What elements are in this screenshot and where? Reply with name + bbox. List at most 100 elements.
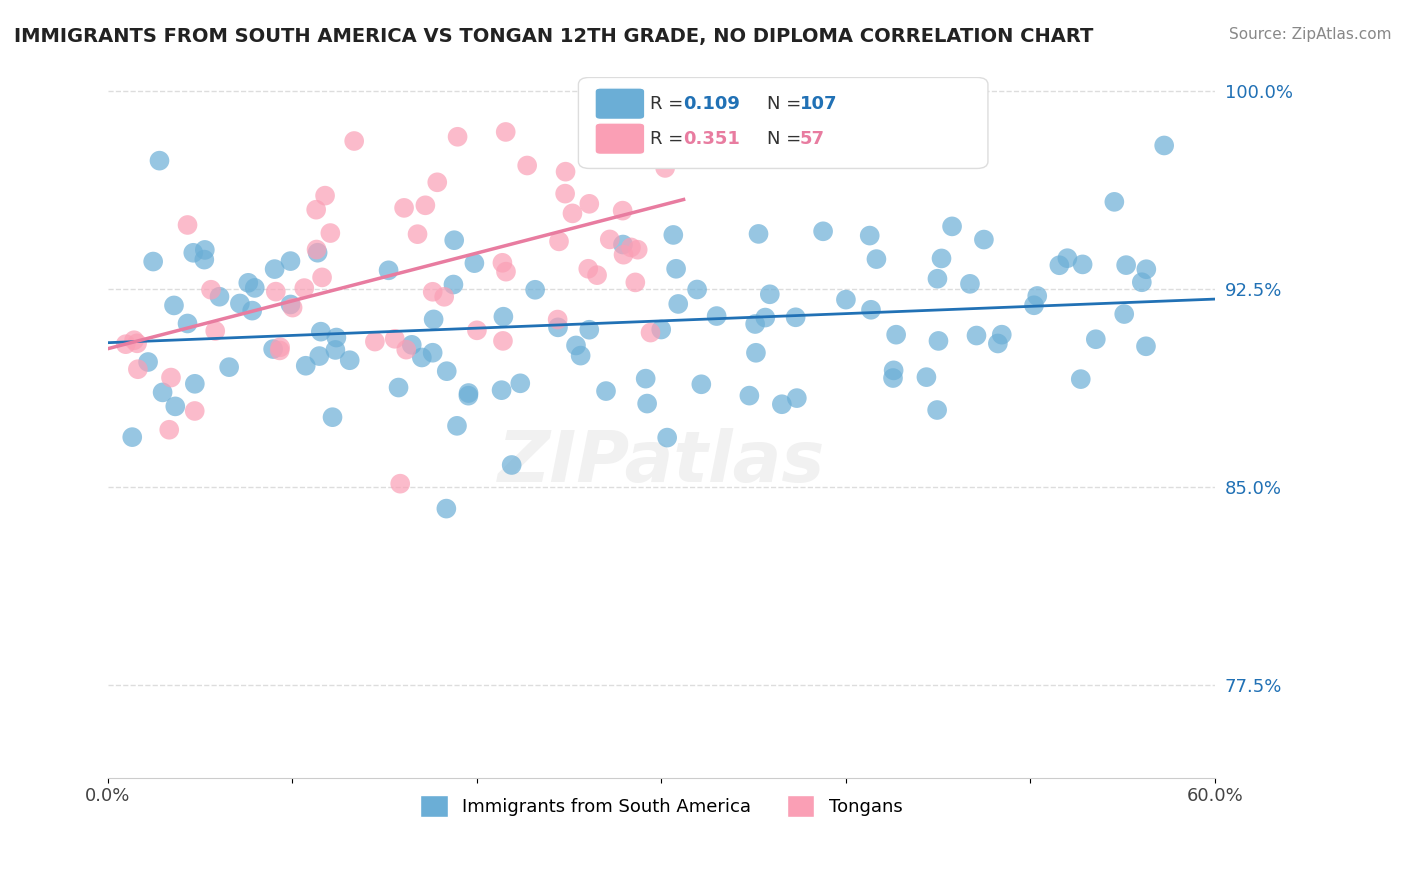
Point	[686, 283, 709, 297]
Point	[307, 245, 329, 260]
Point	[157, 423, 180, 437]
Point	[364, 334, 387, 349]
Point	[463, 256, 485, 270]
Point	[747, 227, 769, 241]
Legend: Immigrants from South America, Tongans: Immigrants from South America, Tongans	[413, 788, 910, 824]
Point	[280, 254, 302, 268]
Text: R =: R =	[651, 95, 689, 113]
Point	[738, 389, 761, 403]
Point	[243, 281, 266, 295]
Point	[434, 501, 457, 516]
Point	[152, 385, 174, 400]
Point	[491, 383, 513, 397]
Point	[406, 227, 429, 242]
Point	[426, 175, 449, 189]
Point	[654, 161, 676, 175]
Text: IMMIGRANTS FROM SOUTH AMERICA VS TONGAN 12TH GRADE, NO DIPLOMA CORRELATION CHART: IMMIGRANTS FROM SOUTH AMERICA VS TONGAN …	[14, 27, 1094, 45]
Point	[314, 188, 336, 202]
Point	[377, 263, 399, 277]
Point	[392, 201, 415, 215]
Point	[325, 330, 347, 344]
Point	[612, 237, 634, 252]
Point	[321, 410, 343, 425]
Point	[436, 364, 458, 378]
Point	[395, 343, 418, 357]
Point	[492, 334, 515, 348]
Point	[706, 309, 728, 323]
Text: 0.109: 0.109	[683, 95, 741, 113]
Point	[561, 206, 583, 220]
Point	[165, 400, 187, 414]
Point	[411, 351, 433, 365]
Point	[1114, 307, 1136, 321]
Point	[1071, 257, 1094, 271]
FancyBboxPatch shape	[595, 88, 645, 120]
Point	[422, 345, 444, 359]
Point	[501, 458, 523, 472]
Point	[915, 370, 938, 384]
Point	[269, 340, 291, 354]
Point	[927, 334, 949, 348]
Point	[744, 317, 766, 331]
Point	[114, 337, 136, 351]
Point	[1115, 258, 1137, 272]
Point	[1135, 339, 1157, 353]
FancyBboxPatch shape	[595, 123, 645, 154]
Point	[636, 396, 658, 410]
Point	[422, 285, 444, 299]
Point	[666, 297, 689, 311]
Point	[160, 370, 183, 384]
Point	[495, 265, 517, 279]
Point	[966, 328, 988, 343]
Point	[384, 332, 406, 346]
Point	[595, 384, 617, 398]
Text: 0.351: 0.351	[683, 130, 741, 148]
Point	[1084, 332, 1107, 346]
Point	[883, 363, 905, 377]
Point	[1153, 138, 1175, 153]
Point	[339, 353, 361, 368]
Point	[422, 312, 444, 326]
Point	[309, 325, 332, 339]
Text: R =: R =	[651, 130, 689, 148]
Point	[229, 296, 252, 310]
Point	[624, 276, 647, 290]
Point	[578, 323, 600, 337]
Point	[865, 252, 887, 266]
Point	[443, 277, 465, 292]
Point	[142, 254, 165, 268]
Point	[184, 376, 207, 391]
Point	[305, 243, 328, 257]
Point	[1026, 289, 1049, 303]
Point	[415, 198, 437, 212]
Point	[641, 149, 664, 163]
Point	[325, 343, 347, 357]
Point	[465, 323, 488, 337]
Point	[662, 227, 685, 242]
Point	[148, 153, 170, 168]
Point	[204, 324, 226, 338]
Point	[620, 240, 643, 254]
Point	[1022, 298, 1045, 312]
Point	[305, 202, 328, 217]
Point	[311, 270, 333, 285]
Point	[263, 262, 285, 277]
Point	[389, 476, 412, 491]
Point	[184, 404, 207, 418]
Point	[516, 159, 538, 173]
Point	[754, 310, 776, 325]
Point	[218, 360, 240, 375]
Point	[193, 252, 215, 267]
Point	[612, 203, 634, 218]
Text: N =: N =	[766, 95, 807, 113]
Point	[627, 243, 650, 257]
Point	[294, 359, 316, 373]
Point	[941, 219, 963, 234]
Point	[194, 243, 217, 257]
Point	[959, 277, 981, 291]
Point	[238, 276, 260, 290]
Point	[612, 248, 634, 262]
Point	[1047, 258, 1070, 272]
Point	[882, 371, 904, 385]
Point	[176, 218, 198, 232]
